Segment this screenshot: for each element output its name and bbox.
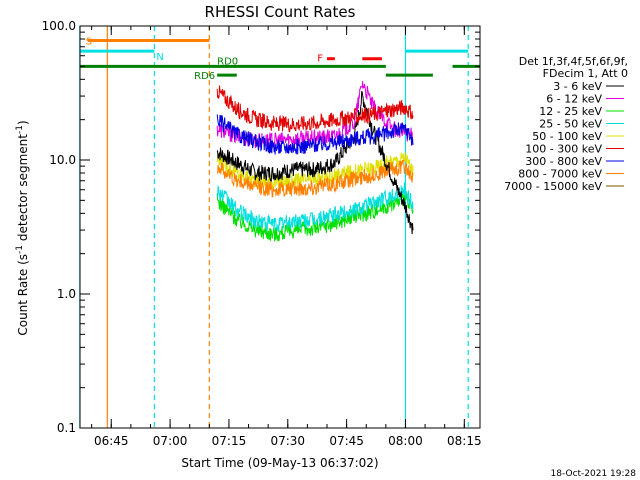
y-label-part-3: ) — [16, 120, 30, 125]
legend-label-7: 300 - 800 keV — [525, 155, 602, 168]
footer-date: 18-Oct-2021 19:28 — [551, 469, 637, 479]
legend: Det 1f,3f,4f,5f,6f,9f, FDecim 1, Att 0 3… — [504, 55, 628, 193]
flag-label-n: N — [156, 52, 163, 63]
x-tick-label-6: 08:00 — [388, 434, 423, 448]
y-tick-label-1: 0.1 — [57, 421, 76, 435]
legend-label-4: 25 - 50 keV — [539, 118, 602, 131]
series-line-300-800-kev — [216, 114, 414, 155]
x-tick-label-7: 08:15 — [447, 434, 482, 448]
flag-label-s: S — [86, 36, 92, 47]
series-line-25-50-kev — [216, 182, 414, 232]
x-tick-label-1: 06:45 — [94, 434, 129, 448]
series-line-800-7000-kev — [216, 159, 414, 198]
y-tick-label-2: 1.0 — [57, 287, 76, 301]
x-tick-label-5: 07:45 — [329, 434, 364, 448]
x-tick-label-2: 07:00 — [153, 434, 188, 448]
legend-label-6: 100 - 300 keV — [525, 143, 602, 156]
plot-frame — [79, 25, 481, 429]
flag-label-f: F — [317, 54, 323, 65]
x-tick-label-4: 07:30 — [270, 434, 305, 448]
x-tick-label-3: 07:15 — [212, 434, 247, 448]
legend-header-line-1: Det 1f,3f,4f,5f,6f,9f, — [519, 55, 628, 68]
legend-label-5: 50 - 100 keV — [532, 130, 602, 143]
y-tick-label-3: 10.0 — [49, 153, 76, 167]
x-axis: 06:45 07:00 07:15 07:30 07:45 08:00 08:15 — [91, 26, 482, 448]
y-label-exponent-2: -1 — [15, 125, 25, 134]
chart-title: RHESSI Count Rates — [205, 3, 356, 21]
y-axis: 0.1 1.0 10.0 100.0 — [42, 19, 480, 435]
series-line-100-300-kev — [216, 85, 414, 133]
flag-label-rd0: RD0 — [217, 56, 238, 67]
legend-label-9: 7000 - 15000 keV — [504, 180, 602, 193]
y-label-part-1: Count Rate (s — [16, 254, 30, 336]
flag-label-rd6: RD6 — [194, 71, 215, 82]
legend-label-8: 800 - 7000 keV — [518, 168, 602, 181]
x-axis-label: Start Time (09-May-13 06:37:02) — [181, 456, 378, 470]
legend-label-3: 12 - 25 keV — [539, 105, 602, 118]
legend-label-2: 6 - 12 keV — [546, 93, 602, 106]
series-layer — [216, 81, 414, 242]
y-label-part-2: detector segment — [16, 134, 30, 245]
y-tick-label-4: 100.0 — [42, 19, 76, 33]
y-axis-label: Count Rate (s-1 detector segment-1) — [15, 120, 30, 335]
series-line-3-6-kev — [216, 90, 414, 235]
y-label-exponent-1: -1 — [15, 245, 25, 254]
legend-label-1: 3 - 6 keV — [553, 80, 602, 93]
legend-header-line-2: FDecim 1, Att 0 — [543, 67, 628, 80]
